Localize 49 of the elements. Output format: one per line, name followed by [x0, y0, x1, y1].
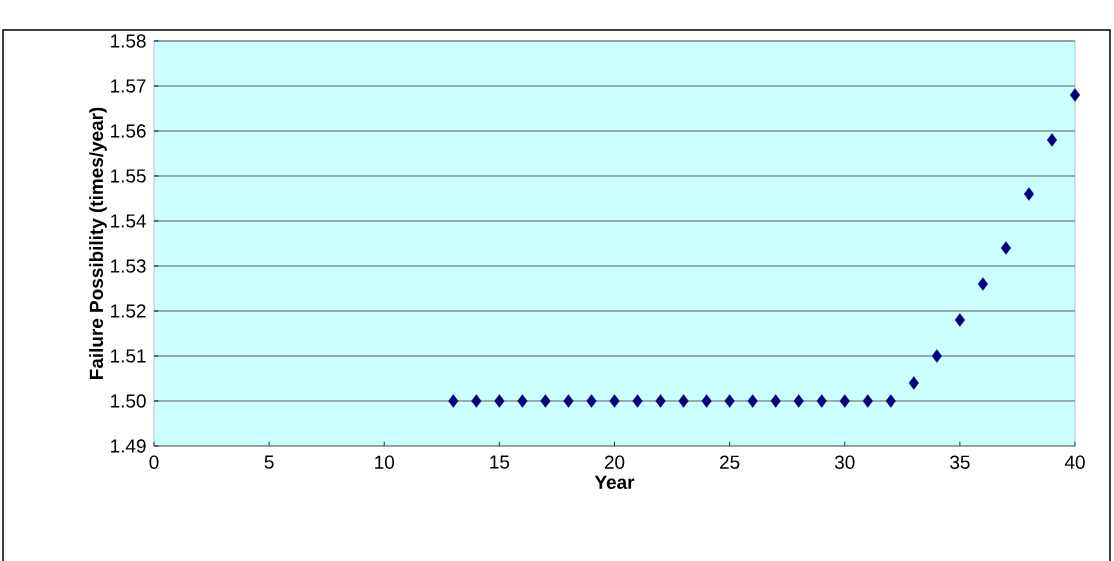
- point: [931, 349, 942, 363]
- point: [839, 394, 850, 408]
- point: [540, 394, 551, 408]
- point: [885, 394, 896, 408]
- x-tick-label: 30: [834, 455, 855, 469]
- x-tick-label: 20: [604, 455, 625, 469]
- point: [632, 394, 643, 408]
- point: [517, 394, 528, 408]
- y-tick-label: 1.51: [111, 349, 146, 363]
- y-tick-label: 1.55: [111, 169, 146, 183]
- y-tick-label: 1.58: [111, 34, 146, 48]
- y-tick-label: 1.50: [111, 394, 146, 408]
- point: [609, 394, 620, 408]
- point: [701, 394, 712, 408]
- point: [1000, 241, 1011, 255]
- x-tick-label: 25: [720, 455, 740, 469]
- point: [655, 394, 666, 408]
- point: [448, 394, 459, 408]
- point: [954, 313, 965, 327]
- x-axis-title: Year: [594, 475, 635, 489]
- x-tick-label: 10: [375, 455, 395, 469]
- y-tick-label: 1.49: [111, 439, 146, 453]
- point: [563, 394, 574, 408]
- y-axis-title: Failure Possibility (times/year): [89, 107, 107, 379]
- point: [908, 376, 919, 390]
- x-tick-label: 15: [490, 455, 510, 469]
- point: [586, 394, 597, 408]
- point: [747, 394, 758, 408]
- x-tick-label: 35: [950, 455, 970, 469]
- point: [724, 394, 735, 408]
- x-tick-label: 40: [1064, 455, 1085, 469]
- y-tick-label: 1.54: [111, 214, 146, 228]
- y-tick-label: 1.57: [111, 79, 146, 93]
- point: [678, 394, 689, 408]
- x-tick-label: 0: [149, 455, 159, 469]
- point: [793, 394, 804, 408]
- y-tick-label: 1.52: [111, 304, 146, 318]
- point: [471, 394, 482, 408]
- point: [1046, 133, 1058, 147]
- point: [816, 394, 827, 408]
- point: [1023, 187, 1035, 201]
- y-tick-label: 1.53: [111, 259, 146, 273]
- point: [494, 394, 505, 408]
- point: [1069, 88, 1081, 102]
- point: [977, 277, 988, 291]
- point: [770, 394, 781, 408]
- x-tick-label: 5: [264, 455, 274, 469]
- point: [862, 394, 873, 408]
- y-tick-label: 1.56: [111, 124, 146, 138]
